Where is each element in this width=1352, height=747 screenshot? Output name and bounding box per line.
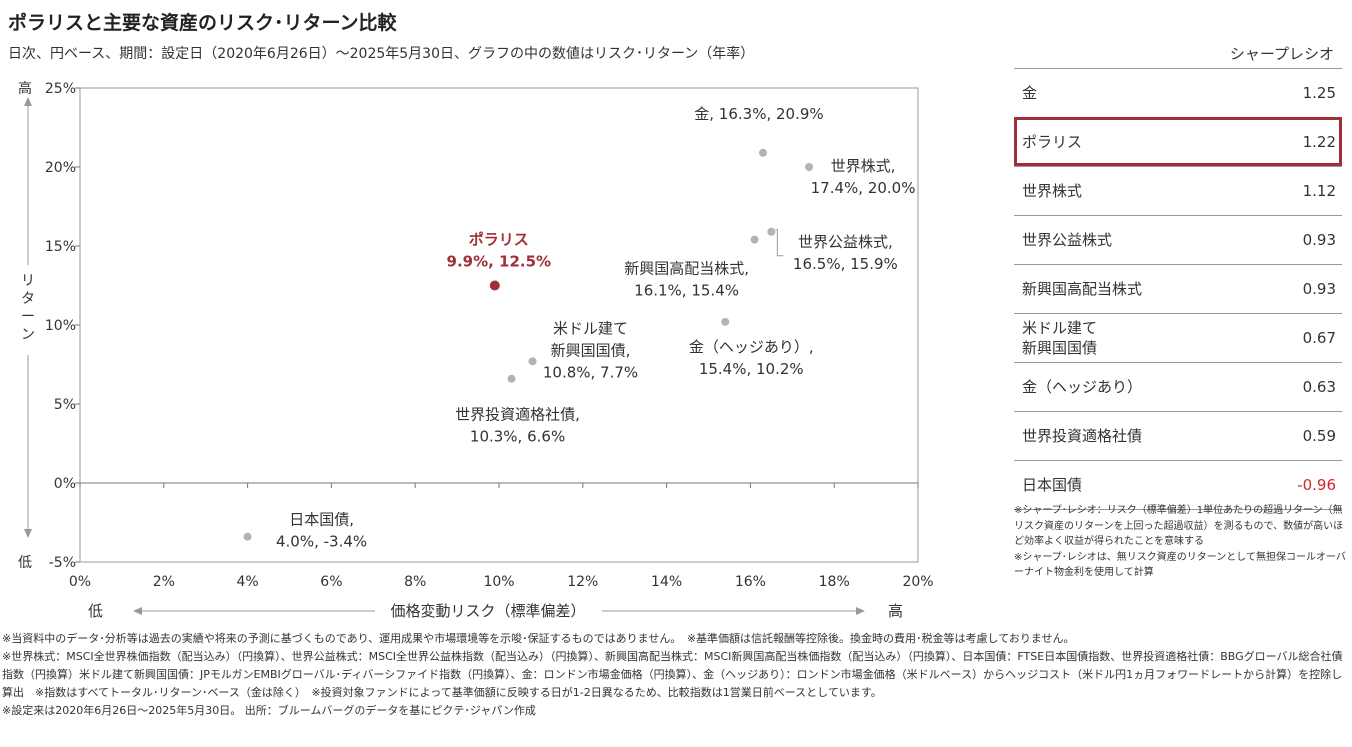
sharpe-row-value: 0.93 — [1302, 231, 1336, 249]
sharpe-row-value: 1.25 — [1302, 84, 1336, 102]
y-tick-label: 15% — [45, 239, 76, 255]
data-label: 15.4%, 10.2% — [699, 360, 804, 378]
data-label: 10.3%, 6.6% — [470, 428, 565, 446]
page-subtitle: 日次、円ベース、期間：設定日（2020年6月26日）～2025年5月30日、グラ… — [8, 46, 755, 62]
data-label: 世界投資適格社債, — [455, 406, 580, 424]
sharpe-row-value: -0.96 — [1297, 476, 1336, 494]
risk-return-scatter-chart: 0% 2% 4% 6% 8% 10% 12% 14% 16% 18% 20% -5% 0% 5% 10% 15… — [18, 80, 934, 620]
y-tick-label: 25% — [45, 81, 76, 97]
data-point — [758, 148, 767, 157]
data-point — [750, 235, 759, 244]
x-tick-label: 16% — [735, 574, 766, 590]
footnote-2: ※世界株式：MSCI全世界株価指数（配当込み）（円換算）、世界公益株式：MSCI… — [2, 650, 1343, 699]
data-point — [243, 532, 252, 541]
sharpe-row-name: 新興国高配当株式 — [1022, 280, 1143, 298]
sharpe-row-name: 金（ヘッジあり） — [1022, 378, 1143, 396]
y-tick-label: 10% — [45, 318, 76, 334]
footnote-1: ※当資料中のデータ･分析等は過去の実績や将来の予測に基づくものであり、運用成果や… — [2, 632, 1075, 645]
sharpe-row-name: ポラリス — [1022, 133, 1083, 151]
x-tick-label: 12% — [567, 574, 598, 590]
y-tick-label: 5% — [54, 397, 76, 413]
page-title: ポラリスと主要な資産のリスク･リターン比較 — [8, 12, 397, 34]
sharpe-row-name: 日本国債 — [1022, 476, 1083, 494]
sharpe-row-value: 1.12 — [1302, 182, 1336, 200]
y-axis-title: リターン — [21, 273, 35, 343]
sharpe-row: 金 1.25 — [1014, 68, 1342, 117]
sharpe-note-2: ※シャープ･レシオは、無リスク資産のリターンとして無担保コールオーバーナイト物金… — [1014, 551, 1346, 579]
x-axis-arrowhead-left — [133, 607, 142, 615]
x-tick-label: 2% — [153, 574, 175, 590]
y-tick-label: 0% — [54, 476, 76, 492]
data-label: 日本国債, — [289, 511, 354, 529]
sharpe-row-name: 世界公益株式 — [1022, 231, 1113, 249]
data-label: 金（ヘッジあり）, — [689, 338, 814, 356]
sharpe-row: 世界公益株式 0.93 — [1014, 215, 1342, 264]
x-tick-label: 14% — [651, 574, 682, 590]
sharpe-row-name: 米ドル建て 新興国国債 — [1022, 319, 1098, 357]
y-axis-arrowhead-up — [24, 97, 32, 106]
x-tick-label: 20% — [902, 574, 933, 590]
data-label: 9.9%, 12.5% — [447, 253, 552, 271]
y-axis-high-label: 高 — [18, 80, 32, 97]
data-label: 米ドル建て — [553, 319, 628, 337]
x-tick-label: 0% — [69, 574, 91, 590]
data-label: 4.0%, -3.4% — [276, 533, 367, 551]
x-tick-label: 18% — [819, 574, 850, 590]
y-axis-low-label: 低 — [18, 555, 32, 571]
sharpe-row-value: 0.93 — [1302, 280, 1336, 298]
data-label: 16.1%, 15.4% — [634, 282, 739, 300]
sharpe-row: 世界株式 1.12 — [1014, 166, 1342, 215]
sharpe-row-name: 金 — [1022, 84, 1038, 102]
data-label: 10.8%, 7.7% — [543, 363, 638, 381]
sharpe-row-value: 0.63 — [1302, 378, 1336, 396]
x-tick-label: 10% — [483, 574, 514, 590]
sharpe-ratio-header: シャープレシオ — [1229, 45, 1334, 63]
data-point — [528, 357, 537, 366]
sharpe-row: 金（ヘッジあり） 0.63 — [1014, 362, 1342, 411]
sharpe-row-value: 0.59 — [1302, 427, 1336, 445]
data-label: 新興国高配当株式, — [624, 260, 749, 278]
sharpe-note-1: ※シャープ･レシオ：リスク（標準偏差）1単位あたりの超過リターン（無リスク資産の… — [1014, 505, 1344, 547]
data-point — [805, 163, 814, 171]
x-axis-title: 価格変動リスク（標準偏差） — [390, 602, 585, 620]
sharpe-row-name: 世界投資適格社債 — [1022, 427, 1143, 445]
plot-frame — [79, 87, 919, 563]
leader-line — [775, 229, 784, 257]
sharpe-row: 世界投資適格社債 0.59 — [1014, 411, 1342, 460]
x-axis-arrowhead-right — [856, 607, 865, 615]
data-label: 16.5%, 15.9% — [793, 255, 898, 273]
data-point — [507, 374, 516, 383]
sharpe-ratio-rows: 金 1.25 ポラリス 1.22 世界株式 1.12 世界公益株式 0.93 新興国高配当株式 0… — [1014, 68, 1342, 510]
data-point — [721, 317, 730, 326]
sharpe-ratio-table: シャープレシオ 金 1.25 ポラリス 1.22 世界株式 1.12 世界公益株式 0.93 新… — [1014, 40, 1342, 510]
x-axis-low-label: 低 — [88, 602, 103, 620]
sharpe-row-name: 世界株式 — [1022, 182, 1083, 200]
data-point — [767, 227, 776, 236]
y-tick-label: -5% — [49, 555, 76, 571]
data-label: 金, 16.3%, 20.9% — [694, 105, 823, 123]
data-label: 17.4%, 20.0% — [811, 179, 916, 197]
sharpe-row: 日本国債 -0.96 — [1014, 460, 1342, 510]
footnotes: ※当資料中のデータ･分析等は過去の実績や将来の予測に基づくものであり、運用成果や… — [2, 630, 1350, 720]
data-label: ポラリス — [469, 231, 529, 249]
x-tick-label: 6% — [320, 574, 342, 590]
footnote-3: ※設定来は2020年6月26日～2025年5月30日。 出所：ブルームバーグのデ… — [2, 704, 536, 717]
sharpe-notes: ※シャープ･レシオ：リスク（標準偏差）1単位あたりの超過リターン（無リスク資産の… — [1014, 503, 1349, 581]
sharpe-row-value: 0.67 — [1302, 329, 1336, 347]
x-axis-high-label: 高 — [888, 602, 903, 620]
y-tick-label: 20% — [45, 160, 76, 176]
data-label: 新興国国債, — [551, 341, 631, 359]
x-tick-label: 8% — [404, 574, 426, 590]
sharpe-row: 新興国高配当株式 0.93 — [1014, 264, 1342, 313]
data-point — [489, 280, 500, 291]
data-label: 世界公益株式, — [798, 233, 893, 251]
x-tick-label: 4% — [236, 574, 258, 590]
y-axis-arrowhead-down — [24, 529, 32, 538]
sharpe-row: 米ドル建て 新興国国債 0.67 — [1014, 313, 1342, 362]
data-label: 世界株式, — [831, 157, 896, 175]
sharpe-row: ポラリス 1.22 — [1014, 117, 1342, 166]
sharpe-row-value: 1.22 — [1302, 133, 1336, 151]
